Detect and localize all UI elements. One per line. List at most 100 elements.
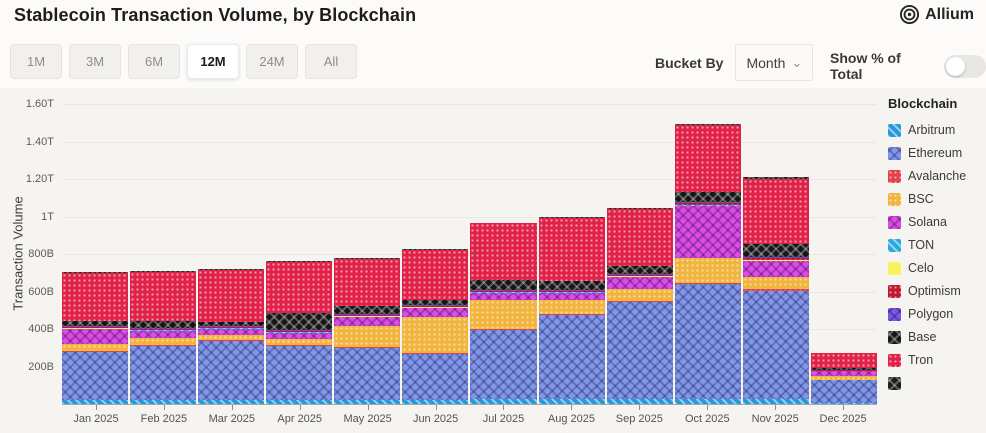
bar-apr-2025[interactable] xyxy=(266,260,333,404)
bar-segment-polygon[interactable] xyxy=(62,326,129,328)
bar-segment-hidden[interactable] xyxy=(198,269,265,270)
range-button-12m[interactable]: 12M xyxy=(187,44,239,79)
bar-segment-optimism[interactable] xyxy=(334,315,401,317)
bar-segment-avalanche[interactable] xyxy=(62,351,129,353)
bar-segment-polygon[interactable] xyxy=(130,327,197,329)
bar-segment-tron[interactable] xyxy=(334,259,401,306)
bar-segment-base[interactable] xyxy=(402,300,469,306)
bar-segment-bsc[interactable] xyxy=(62,344,129,352)
bar-segment-optimism[interactable] xyxy=(402,306,469,308)
bar-segment-base[interactable] xyxy=(742,244,809,257)
bar-segment-ton[interactable] xyxy=(334,316,401,318)
bar-segment-avalanche[interactable] xyxy=(402,353,469,355)
bar-segment-hidden[interactable] xyxy=(538,216,605,218)
bar-segment-celo[interactable] xyxy=(538,291,605,293)
bar-segment-celo[interactable] xyxy=(130,329,197,331)
bar-segment-avalanche[interactable] xyxy=(334,346,401,348)
bar-segment-optimism[interactable] xyxy=(606,275,673,277)
bar-segment-hidden[interactable] xyxy=(402,248,469,250)
bar-segment-celo[interactable] xyxy=(674,204,741,206)
bar-sep-2025[interactable] xyxy=(606,207,673,404)
bar-segment-ethereum[interactable] xyxy=(538,314,605,400)
bar-segment-polygon[interactable] xyxy=(742,256,809,259)
bar-segment-hidden[interactable] xyxy=(742,177,809,179)
bar-jul-2025[interactable] xyxy=(470,222,537,404)
bar-segment-polygon[interactable] xyxy=(334,314,401,316)
bucket-by-select[interactable]: Month ⌄ xyxy=(735,44,814,81)
bar-segment-optimism[interactable] xyxy=(674,203,741,205)
legend-item-avalanche[interactable]: Avalanche xyxy=(888,169,984,183)
bar-segment-avalanche[interactable] xyxy=(130,344,197,346)
bar-segment-bsc[interactable] xyxy=(266,338,333,345)
bar-segment-arbitrum[interactable] xyxy=(538,399,605,404)
bar-segment-solana[interactable] xyxy=(198,328,265,335)
bar-segment-polygon[interactable] xyxy=(266,329,333,331)
bar-segment-polygon[interactable] xyxy=(606,274,673,276)
show-pct-toggle[interactable] xyxy=(944,54,986,78)
bar-segment-optimism[interactable] xyxy=(130,328,197,330)
bar-aug-2025[interactable] xyxy=(538,216,605,404)
bar-segment-hidden[interactable] xyxy=(470,222,537,224)
bar-segment-optimism[interactable] xyxy=(742,258,809,260)
bar-segment-base[interactable] xyxy=(198,322,265,326)
bar-segment-celo[interactable] xyxy=(334,316,401,317)
bar-segment-ton[interactable] xyxy=(130,330,197,331)
bar-segment-bsc[interactable] xyxy=(538,299,605,314)
bar-segment-base[interactable] xyxy=(334,305,401,315)
bar-segment-ethereum[interactable] xyxy=(402,354,469,401)
bar-segment-ton[interactable] xyxy=(742,260,809,262)
bar-segment-polygon[interactable] xyxy=(470,289,537,291)
bar-segment-avalanche[interactable] xyxy=(674,282,741,284)
bar-jan-2025[interactable] xyxy=(62,272,129,404)
bar-segment-celo[interactable] xyxy=(198,327,265,329)
bar-segment-avalanche[interactable] xyxy=(198,340,265,342)
bar-segment-solana[interactable] xyxy=(810,371,877,376)
legend-item-arbitrum[interactable]: Arbitrum xyxy=(888,123,984,137)
bar-segment-tron[interactable] xyxy=(62,272,129,321)
bar-segment-avalanche[interactable] xyxy=(538,313,605,315)
bar-segment-hidden[interactable] xyxy=(62,272,129,273)
bar-segment-celo[interactable] xyxy=(402,307,469,308)
bar-oct-2025[interactable] xyxy=(674,123,741,404)
bar-segment-polygon[interactable] xyxy=(402,305,469,307)
bar-segment-base[interactable] xyxy=(266,313,333,330)
bar-segment-solana[interactable] xyxy=(402,308,469,317)
bar-segment-hidden[interactable] xyxy=(606,207,673,209)
bar-segment-avalanche[interactable] xyxy=(606,300,673,302)
bar-segment-ton[interactable] xyxy=(198,328,265,329)
bar-segment-solana[interactable] xyxy=(674,206,741,258)
bar-segment-celo[interactable] xyxy=(470,291,537,293)
bar-segment-ethereum[interactable] xyxy=(810,380,877,403)
bar-segment-arbitrum[interactable] xyxy=(606,399,673,404)
bar-segment-ethereum[interactable] xyxy=(334,347,401,401)
bar-segment-arbitrum[interactable] xyxy=(810,402,877,404)
bar-segment-base[interactable] xyxy=(810,368,877,371)
bar-segment-arbitrum[interactable] xyxy=(674,399,741,404)
legend-item-celo[interactable]: Celo xyxy=(888,261,984,275)
bar-segment-avalanche[interactable] xyxy=(742,289,809,291)
bar-segment-arbitrum[interactable] xyxy=(334,400,401,404)
bar-segment-base[interactable] xyxy=(538,281,605,290)
bar-segment-solana[interactable] xyxy=(470,293,537,300)
bar-dec-2025[interactable] xyxy=(810,352,877,404)
bar-segment-base[interactable] xyxy=(130,321,197,328)
bar-segment-hidden[interactable] xyxy=(334,258,401,260)
bar-segment-optimism[interactable] xyxy=(266,330,333,332)
bar-segment-base[interactable] xyxy=(674,191,741,202)
bar-segment-tron[interactable] xyxy=(266,261,333,314)
bar-segment-optimism[interactable] xyxy=(62,327,129,329)
bar-segment-ton[interactable] xyxy=(402,307,469,309)
bar-segment-ton[interactable] xyxy=(62,328,129,330)
bar-segment-celo[interactable] xyxy=(266,331,333,333)
bar-segment-optimism[interactable] xyxy=(198,326,265,328)
bar-segment-ton[interactable] xyxy=(470,292,537,293)
bar-segment-bsc[interactable] xyxy=(810,375,877,380)
bar-jun-2025[interactable] xyxy=(402,248,469,404)
range-button-3m[interactable]: 3M xyxy=(69,44,121,79)
bar-segment-base[interactable] xyxy=(606,265,673,275)
bar-segment-ethereum[interactable] xyxy=(198,341,265,401)
legend-item-base[interactable]: Base xyxy=(888,330,984,344)
bar-segment-tron[interactable] xyxy=(538,217,605,282)
bar-segment-solana[interactable] xyxy=(266,332,333,339)
range-button-1m[interactable]: 1M xyxy=(10,44,62,79)
